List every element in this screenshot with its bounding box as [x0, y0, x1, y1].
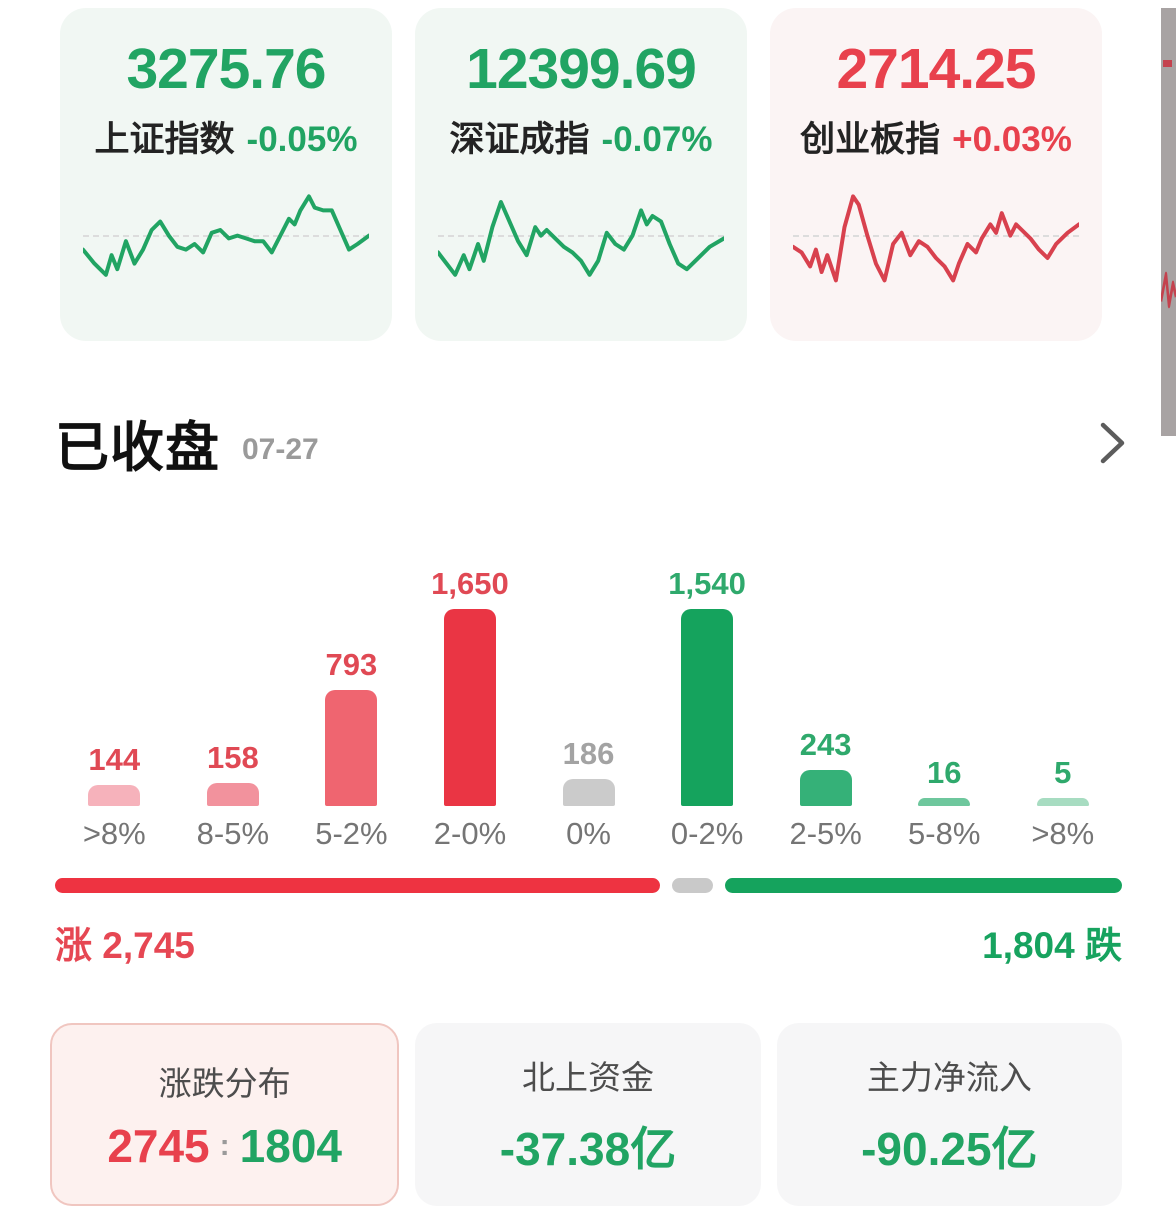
bar-column: 16 5-8% — [885, 566, 1004, 852]
northbound-value: -37.38亿 — [499, 1122, 677, 1175]
index-card-shenzhen[interactable]: 12399.69 深证成指 -0.07% — [415, 8, 747, 341]
index-card-chinext[interactable]: 2714.25 创业板指 +0.03% — [770, 8, 1102, 341]
tab-distribution[interactable]: 涨跌分布 2745 : 1804 — [50, 1023, 400, 1206]
index-value: 3275.76 — [126, 37, 326, 101]
bar-column: 158 8-5% — [174, 566, 293, 852]
advance-decline-ratio-bar — [55, 878, 1122, 893]
bar — [562, 779, 615, 806]
card-title: 主力净流入 — [866, 1058, 1032, 1096]
index-name: 上证指数 — [94, 119, 235, 159]
decliners-segment — [724, 878, 1122, 893]
bar-category-label: 2-0% — [433, 816, 507, 851]
bar-category-label: 0% — [566, 816, 611, 851]
summary-card-row: 涨跌分布 2745 : 1804 北上资金 -37.38亿 主力净流入 -90.… — [50, 1023, 1122, 1206]
tab-main-force-inflow[interactable]: 主力净流入 -90.25亿 — [776, 1023, 1122, 1206]
market-status-title: 已收盘 — [55, 418, 220, 478]
bar-column: 144 >8% — [55, 566, 174, 852]
bar-value-label: 144 — [88, 742, 141, 777]
sparkline-chart — [793, 188, 1079, 300]
advancers-count: 涨 2,745 — [55, 925, 195, 966]
sparkline-baseline — [438, 234, 724, 237]
index-name: 创业板指 — [800, 119, 941, 159]
bar — [918, 798, 971, 806]
bar-category-label: 5-2% — [315, 816, 388, 851]
bar-column: 1,540 0-2% — [648, 566, 767, 852]
bar-value-label: 1,650 — [431, 566, 509, 601]
index-card-shanghai[interactable]: 3275.76 上证指数 -0.05% — [60, 8, 392, 341]
sparkline-chart — [438, 188, 724, 300]
chevron-right-icon[interactable] — [1100, 421, 1126, 465]
bar-value-label: 186 — [562, 736, 615, 771]
index-change: -0.05% — [246, 119, 358, 159]
bar-category-label: 0-2% — [670, 816, 744, 851]
bar — [681, 609, 734, 806]
bar-category-label: >8% — [82, 816, 146, 851]
bar-category-label: >8% — [1031, 816, 1095, 851]
bar-category-label: 2-5% — [789, 816, 862, 851]
bar-value-label: 243 — [799, 727, 852, 762]
bar — [1036, 798, 1089, 806]
unchanged-segment — [671, 878, 713, 893]
card-title: 北上资金 — [521, 1058, 654, 1096]
index-change: +0.03% — [952, 119, 1072, 159]
decliners-count: 1,804 跌 — [982, 925, 1122, 966]
tab-northbound-funds[interactable]: 北上资金 -37.38亿 — [415, 1023, 761, 1206]
bar-value-label: 16 — [926, 755, 962, 790]
bar-column: 186 0% — [529, 566, 648, 852]
bar — [443, 609, 496, 806]
index-carousel: 3275.76 上证指数 -0.05% 12399.69 深证成指 -0.07%… — [60, 8, 1176, 341]
bar-value-label: 158 — [206, 740, 259, 775]
bar-value-label: 1,540 — [668, 566, 746, 601]
sparkline-baseline — [793, 234, 1079, 237]
distribution-bar-chart: 144 >8% 158 8-5% 793 5-2% 1,650 2-0% 186… — [55, 566, 1122, 852]
advancers-segment — [55, 878, 660, 893]
main-force-value: -90.25亿 — [861, 1122, 1038, 1175]
bar-column: 243 2-5% — [766, 566, 885, 852]
index-value: 12399.69 — [466, 37, 697, 101]
decliners-total: 1804 — [239, 1119, 342, 1172]
bar-category-label: 8-5% — [196, 816, 270, 851]
next-card-sliver — [1161, 8, 1176, 436]
market-status-date: 07-27 — [242, 432, 319, 466]
bar — [206, 783, 259, 806]
index-name: 深证成指 — [449, 119, 590, 159]
index-value: 2714.25 — [836, 37, 1036, 101]
bar-value-label: 5 — [1054, 755, 1072, 790]
bar-column: 793 5-2% — [292, 566, 411, 852]
bar-category-label: 5-8% — [908, 816, 981, 851]
sparkline-chart — [83, 188, 369, 300]
advancers-total: 2745 — [107, 1119, 210, 1172]
bar — [88, 785, 141, 806]
index-change: -0.07% — [601, 119, 713, 159]
bar-column: 1,650 2-0% — [411, 566, 530, 852]
bar — [325, 690, 378, 806]
bar-column: 5 >8% — [1004, 566, 1123, 852]
bar-value-label: 793 — [325, 647, 378, 682]
bar — [799, 770, 852, 806]
card-title: 涨跌分布 — [158, 1064, 291, 1102]
market-status-header[interactable]: 已收盘 07-27 — [55, 403, 1126, 482]
ratio-separator: : — [219, 1128, 230, 1162]
